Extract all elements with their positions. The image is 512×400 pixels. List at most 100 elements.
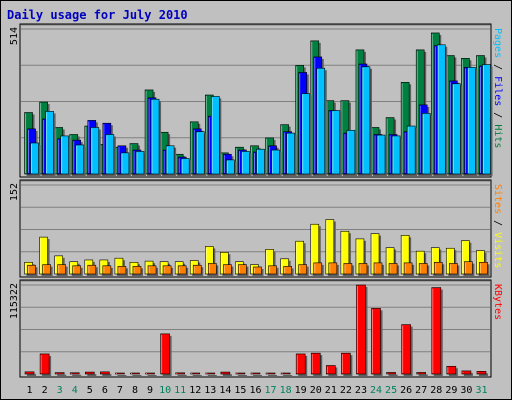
bar-sites-body	[132, 266, 142, 275]
bar-kbytes-body	[280, 372, 291, 375]
legend-part: /	[492, 214, 503, 232]
bar-pages	[195, 131, 207, 176]
bar-sites-body	[102, 265, 112, 275]
bar-pages	[436, 44, 448, 176]
bar-kbytes-body	[100, 371, 110, 375]
bar-pages	[271, 149, 282, 176]
bar-sites-body	[479, 261, 488, 275]
bar-kbytes	[476, 370, 488, 376]
bar-kbytes-shadow	[463, 372, 473, 376]
bar-kbytes-shadow	[222, 374, 232, 376]
x-tick-label: 3	[57, 385, 63, 396]
bar-kbytes-body	[310, 352, 321, 375]
bar-pages-body	[211, 96, 220, 175]
bar-pages-body	[60, 135, 69, 175]
bar-sites	[268, 265, 279, 276]
bar-sites	[373, 262, 385, 276]
bar-kbytes-body	[431, 287, 442, 375]
bar-pages-body	[241, 151, 250, 175]
x-tick-label: 23	[355, 385, 367, 396]
bar-kbytes	[235, 372, 247, 376]
bar-pages-body	[135, 151, 145, 175]
bar-sites	[479, 261, 490, 276]
x-tick-label: 14	[219, 385, 231, 396]
bar-pages	[421, 113, 433, 176]
bar-kbytes-shadow	[268, 375, 278, 376]
bar-sites	[208, 263, 219, 276]
bar-pages	[105, 134, 116, 176]
bar-kbytes	[386, 372, 398, 376]
bar-kbytes	[160, 333, 172, 376]
bar-kbytes	[326, 365, 338, 376]
bar-kbytes	[130, 372, 142, 376]
bar-kbytes	[84, 371, 97, 376]
x-tick-label: 26	[400, 385, 412, 396]
bar-pages	[391, 135, 403, 176]
bar-kbytes	[401, 324, 413, 376]
bar-kbytes	[461, 370, 473, 376]
bar-sites-body	[268, 265, 277, 275]
bar-sites-body	[87, 264, 97, 275]
bar-kbytes	[280, 372, 293, 376]
bar-kbytes-shadow	[388, 374, 398, 376]
bar-sites-body	[388, 263, 398, 275]
bar-pages	[150, 98, 162, 176]
bar-kbytes	[356, 284, 368, 376]
legend-kbytes: KBytes	[492, 284, 503, 320]
bar-sites-body	[313, 262, 323, 275]
x-tick-label: 7	[117, 385, 123, 396]
x-tick-label: 4	[72, 385, 78, 396]
panel-hits-files-pages: 514 Pages / Files / Hits	[9, 23, 503, 178]
bar-kbytes-body	[386, 372, 396, 375]
bar-pages	[226, 159, 237, 176]
panel-kbytes: 115322 KBytes	[9, 279, 503, 378]
bar-kbytes	[175, 372, 187, 376]
bar-kbytes	[24, 371, 37, 376]
bar-sites-body	[238, 264, 247, 275]
bar-kbytes-shadow	[253, 375, 262, 376]
bar-kbytes-body	[235, 372, 246, 375]
legend-part: /	[492, 106, 503, 124]
x-tick-label: 25	[385, 385, 397, 396]
bar-kbytes	[69, 372, 82, 376]
x-tick-label: 15	[234, 385, 246, 396]
bar-sites	[117, 266, 128, 276]
bar-sites-body	[298, 264, 307, 275]
bar-kbytes-shadow	[132, 375, 142, 376]
x-tick-label: 2	[42, 385, 48, 396]
legend-part: Visits	[492, 232, 503, 268]
bar-kbytes-body	[416, 372, 427, 375]
bar-kbytes-body	[205, 372, 216, 375]
bar-kbytes-body	[190, 372, 201, 375]
bar-kbytes-shadow	[478, 373, 488, 376]
bar-kbytes	[250, 372, 262, 376]
bar-kbytes	[205, 372, 217, 376]
panel-visits-sites: 152 Sites / Visits	[9, 179, 503, 278]
bar-pages-body	[452, 83, 461, 175]
bar-sites-body	[403, 262, 413, 275]
bar-kbytes	[39, 353, 52, 376]
bar-kbytes-shadow	[102, 373, 112, 376]
bar-sites-body	[147, 265, 157, 275]
bar-kbytes-body	[160, 333, 170, 375]
bar-pages	[286, 132, 297, 176]
bar-sites-body	[283, 266, 292, 275]
bar-sites-body	[343, 263, 353, 275]
bar-kbytes-shadow	[27, 373, 37, 376]
bar-kbytes-body	[371, 308, 381, 375]
bar-pages	[165, 145, 177, 176]
bar-sites	[388, 263, 400, 276]
bar-sites	[87, 264, 98, 276]
bar-pages	[180, 158, 192, 176]
bar-sites-body	[72, 265, 82, 275]
bar-kbytes-body	[446, 365, 457, 375]
x-tick-label: 17	[265, 385, 277, 396]
bar-pages	[75, 144, 86, 176]
panel-frame	[19, 279, 492, 378]
bar-kbytes	[446, 365, 458, 376]
bar-kbytes	[431, 287, 443, 376]
legend-part: Sites	[492, 184, 503, 214]
bar-pages-body	[406, 125, 416, 175]
series-sites	[27, 261, 490, 276]
bar-kbytes-body	[341, 352, 351, 375]
